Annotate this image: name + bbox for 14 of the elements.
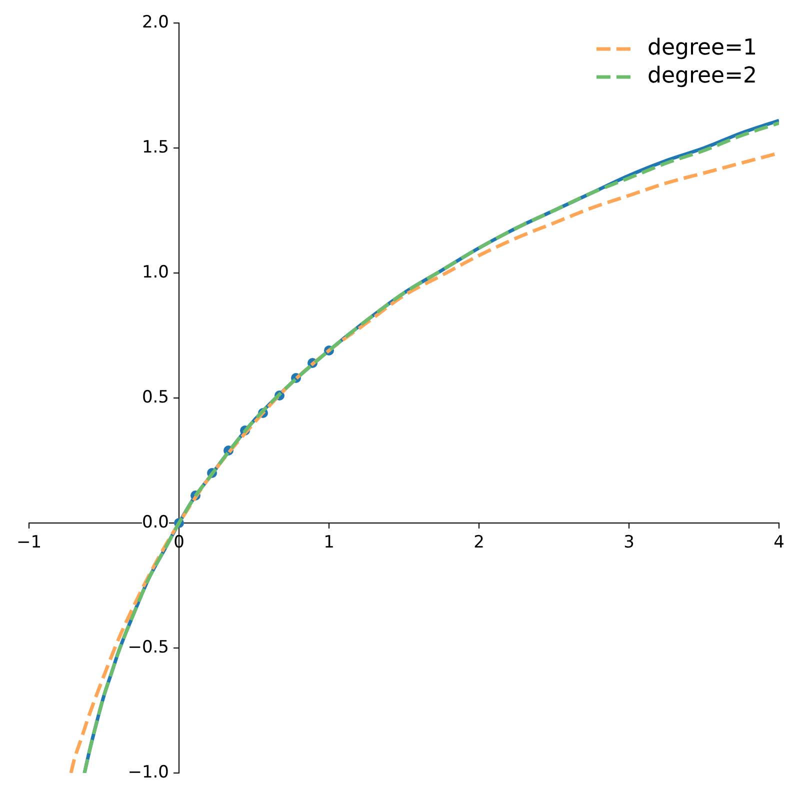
legend-label: degree=2: [647, 64, 758, 89]
y-tick-label: 1.0: [142, 262, 169, 282]
x-tick-label: 2: [474, 532, 484, 553]
y-tick-label: 0.0: [142, 512, 169, 532]
y-tick-label: −1.0: [128, 762, 169, 782]
x-tick-label: −1: [16, 532, 42, 553]
y-tick-label: 2.0: [142, 12, 169, 32]
y-tick-label: 0.5: [142, 387, 169, 408]
x-tick-label: 4: [774, 532, 784, 553]
x-tick-label: 3: [624, 532, 634, 553]
y-tick-label: 1.5: [142, 137, 169, 158]
legend-label: degree=1: [647, 36, 758, 61]
x-tick-label: 1: [324, 532, 334, 553]
y-tick-label: −0.5: [128, 637, 169, 658]
